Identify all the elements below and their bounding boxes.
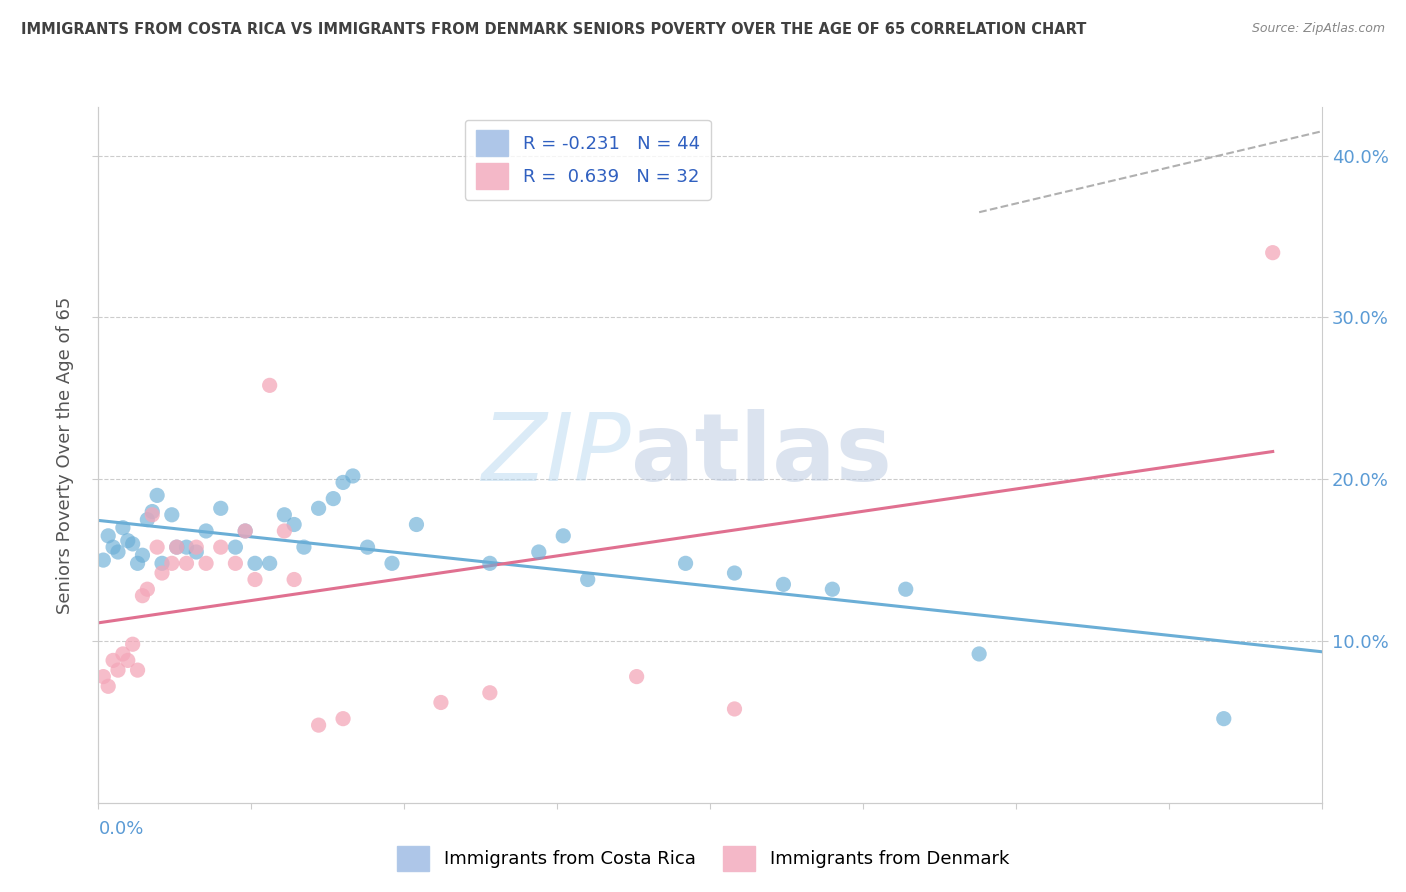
Point <box>195 557 218 571</box>
Point <box>141 508 163 522</box>
Point <box>176 557 198 571</box>
Text: Source: ZipAtlas.com: Source: ZipAtlas.com <box>1251 22 1385 36</box>
Point <box>136 513 159 527</box>
Point <box>117 533 139 548</box>
Point <box>166 540 188 554</box>
Point <box>243 557 266 571</box>
Point <box>224 557 246 571</box>
Point <box>91 553 114 567</box>
Point <box>283 517 305 532</box>
Legend: Immigrants from Costa Rica, Immigrants from Denmark: Immigrants from Costa Rica, Immigrants f… <box>389 838 1017 879</box>
Point <box>117 653 139 667</box>
Point <box>233 524 256 538</box>
Point <box>308 718 330 732</box>
Point <box>121 537 143 551</box>
Point <box>150 566 173 580</box>
Point <box>233 524 256 538</box>
Point <box>150 557 173 571</box>
Point <box>576 573 599 587</box>
Point <box>381 557 404 571</box>
Point <box>111 521 134 535</box>
Point <box>405 517 427 532</box>
Point <box>626 670 648 684</box>
Point <box>478 557 501 571</box>
Point <box>273 524 295 538</box>
Point <box>127 557 149 571</box>
Point <box>146 488 169 502</box>
Point <box>121 637 143 651</box>
Point <box>97 679 120 693</box>
Point <box>553 529 575 543</box>
Point <box>675 557 697 571</box>
Text: atlas: atlas <box>630 409 891 501</box>
Point <box>259 378 281 392</box>
Point <box>101 540 124 554</box>
Point <box>1212 712 1234 726</box>
Point <box>967 647 990 661</box>
Point <box>292 540 315 554</box>
Point <box>273 508 295 522</box>
Point <box>160 557 183 571</box>
Point <box>772 577 794 591</box>
Point <box>111 647 134 661</box>
Point <box>224 540 246 554</box>
Point <box>91 670 114 684</box>
Point <box>101 653 124 667</box>
Point <box>478 686 501 700</box>
Point <box>186 540 208 554</box>
Text: 0.0%: 0.0% <box>98 821 143 838</box>
Text: IMMIGRANTS FROM COSTA RICA VS IMMIGRANTS FROM DENMARK SENIORS POVERTY OVER THE A: IMMIGRANTS FROM COSTA RICA VS IMMIGRANTS… <box>21 22 1087 37</box>
Point <box>356 540 378 554</box>
Point <box>160 508 183 522</box>
Point <box>131 589 153 603</box>
Point <box>1261 245 1284 260</box>
Point <box>342 469 364 483</box>
Point <box>430 696 453 710</box>
Point <box>195 524 218 538</box>
Point <box>332 475 354 490</box>
Point <box>107 545 129 559</box>
Point <box>259 557 281 571</box>
Point <box>141 504 163 518</box>
Point <box>894 582 917 597</box>
Point <box>127 663 149 677</box>
Point <box>209 501 232 516</box>
Point <box>166 540 188 554</box>
Point <box>332 712 354 726</box>
Point <box>107 663 129 677</box>
Point <box>308 501 330 516</box>
Point <box>723 566 745 580</box>
Point <box>243 573 266 587</box>
Point <box>322 491 344 506</box>
Point <box>136 582 159 597</box>
Point <box>146 540 169 554</box>
Point <box>176 540 198 554</box>
Point <box>186 545 208 559</box>
Point <box>131 548 153 562</box>
Text: ZIP: ZIP <box>481 409 630 500</box>
Point <box>821 582 844 597</box>
Legend: R = -0.231   N = 44, R =  0.639   N = 32: R = -0.231 N = 44, R = 0.639 N = 32 <box>465 120 710 200</box>
Point <box>209 540 232 554</box>
Point <box>723 702 745 716</box>
Y-axis label: Seniors Poverty Over the Age of 65: Seniors Poverty Over the Age of 65 <box>56 296 75 614</box>
Point <box>97 529 120 543</box>
Point <box>527 545 550 559</box>
Point <box>283 573 305 587</box>
